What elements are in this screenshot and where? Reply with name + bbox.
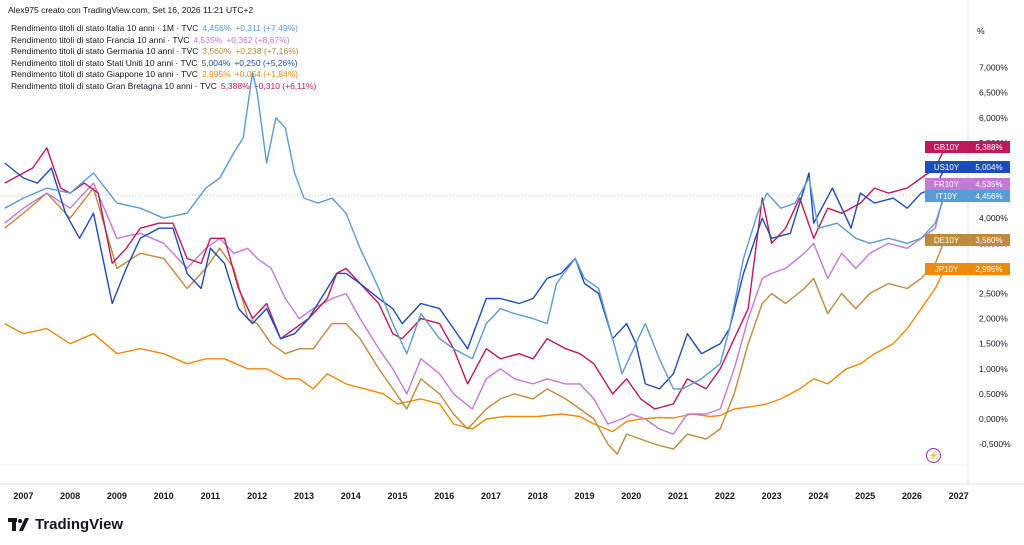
series-line-gb10y (4, 147, 946, 410)
legend-change: +0,310 (+6,11%) (253, 80, 317, 91)
tag-bg-us10y (925, 161, 968, 173)
y-tick-label: 6,000% (979, 113, 1008, 123)
tag-bg-gb10y (925, 141, 968, 153)
x-tick-label: 2013 (294, 491, 314, 501)
series-line-jp10y (4, 268, 946, 433)
y-tick-label: 7,000% (979, 63, 1008, 73)
series-last-value: 3,560% (975, 236, 1002, 245)
tradingview-logo[interactable]: TradingView (8, 516, 123, 533)
series-tag-label: JP10Y (935, 265, 959, 274)
legend-value: 4,535% (193, 34, 223, 45)
series-tag-label: IT10Y (936, 192, 958, 201)
series-tag-label: DE10Y (934, 236, 960, 245)
series-last-value: 5,004% (975, 163, 1002, 172)
y-tick-label: 2,500% (979, 289, 1008, 299)
legend-name: Rendimento titoli di stato Francia 10 an… (11, 34, 190, 45)
y-tick-label: 1,500% (979, 339, 1008, 349)
y-tick-label: 4,000% (979, 213, 1008, 223)
legend-change: +0,250 (+5,26%) (234, 57, 298, 68)
x-tick-label: 2007 (13, 491, 33, 501)
legend-value: 3,560% (202, 46, 232, 56)
series-tag-label: US10Y (934, 163, 960, 172)
legend-value: 2,995% (201, 69, 231, 79)
legend: Rendimento titoli di stato Italia 10 ann… (11, 23, 316, 92)
series-line-it10y (4, 71, 946, 390)
brand-text: TradingView (35, 516, 124, 533)
legend-name: Rendimento titoli di stato Giappone 10 a… (11, 69, 198, 79)
value-bg-us10y (968, 161, 1010, 173)
lightning-icon[interactable]: ⚡ (926, 448, 941, 463)
series-last-value: 4,456% (975, 192, 1002, 201)
value-bg-de10y (968, 234, 1010, 246)
x-tick-label: 2018 (528, 491, 548, 501)
legend-name: Rendimento titoli di stato Germania 10 a… (11, 46, 199, 56)
series-line-us10y (4, 162, 946, 390)
value-bg-it10y (968, 190, 1010, 202)
legend-change: +0,311 (+7,49%) (235, 23, 298, 33)
legend-row-stati-uniti[interactable]: Rendimento titoli di stato Stati Uniti 1… (11, 58, 316, 70)
x-tick-label: 2015 (387, 491, 407, 501)
legend-value: 5,004% (201, 57, 231, 68)
x-tick-label: 2024 (808, 491, 828, 501)
x-tick-label: 2023 (762, 491, 782, 501)
x-tick-label: 2009 (107, 491, 127, 501)
y-tick-label: 0,000% (979, 414, 1008, 424)
y-axis-unit: % (977, 26, 985, 36)
tag-bg-fr10y (925, 178, 968, 190)
tag-bg-de10y (925, 234, 968, 246)
series-tag-label: FR10Y (934, 180, 960, 189)
legend-row-germania[interactable]: Rendimento titoli di stato Germania 10 a… (11, 46, 316, 58)
y-tick-label: 0,500% (979, 389, 1008, 399)
legend-change: +0,238 (+7,16%) (235, 46, 299, 56)
legend-row-italia[interactable]: Rendimento titoli di stato Italia 10 ann… (11, 23, 316, 35)
value-bg-jp10y (968, 263, 1010, 275)
series-last-value: 2,995% (975, 265, 1002, 274)
x-tick-label: 2019 (575, 491, 595, 501)
series-line-fr10y (4, 182, 946, 435)
legend-row-gran-bretagna[interactable]: Rendimento titoli di stato Gran Bretagna… (11, 81, 316, 93)
x-tick-label: 2022 (715, 491, 735, 501)
legend-value: 4,456% (202, 23, 232, 33)
x-tick-label: 2017 (481, 491, 501, 501)
x-tick-label: 2020 (621, 491, 641, 501)
legend-change: +0,362 (+8,67%) (226, 34, 290, 45)
x-tick-label: 2011 (201, 491, 221, 501)
legend-name: Rendimento titoli di stato Stati Uniti 1… (11, 57, 198, 68)
x-tick-label: 2012 (247, 491, 267, 501)
legend-value: 5,388% (220, 80, 250, 91)
tradingview-logo-icon (8, 517, 30, 532)
tag-bg-jp10y (925, 263, 968, 275)
y-tick-label: 1,000% (979, 364, 1008, 374)
x-tick-label: 2027 (949, 491, 969, 501)
legend-row-francia[interactable]: Rendimento titoli di stato Francia 10 an… (11, 35, 316, 47)
x-tick-label: 2016 (434, 491, 454, 501)
x-tick-label: 2008 (60, 491, 80, 501)
x-tick-label: 2025 (855, 491, 875, 501)
x-tick-label: 2021 (668, 491, 688, 501)
x-tick-label: 2010 (154, 491, 174, 501)
x-tick-label: 2026 (902, 491, 922, 501)
y-tick-label: 2,000% (979, 314, 1008, 324)
series-last-value: 5,388% (975, 143, 1002, 152)
y-tick-label: -0,500% (979, 439, 1011, 449)
legend-name: Rendimento titoli di stato Gran Bretagna… (11, 80, 217, 91)
value-bg-fr10y (968, 178, 1010, 190)
tag-bg-it10y (925, 190, 968, 202)
value-bg-gb10y (968, 141, 1010, 153)
chart-header: Alex975 creato con TradingView.com, Set … (8, 5, 254, 15)
x-tick-label: 2014 (341, 491, 361, 501)
series-tag-label: GB10Y (934, 143, 960, 152)
series-line-de10y (4, 187, 946, 455)
y-tick-label: 6,500% (979, 88, 1008, 98)
legend-name: Rendimento titoli di stato Italia 10 ann… (11, 23, 199, 33)
legend-change: +0,054 (+1,84%) (234, 69, 299, 79)
series-last-value: 4,535% (975, 180, 1002, 189)
legend-row-giappone[interactable]: Rendimento titoli di stato Giappone 10 a… (11, 69, 316, 81)
